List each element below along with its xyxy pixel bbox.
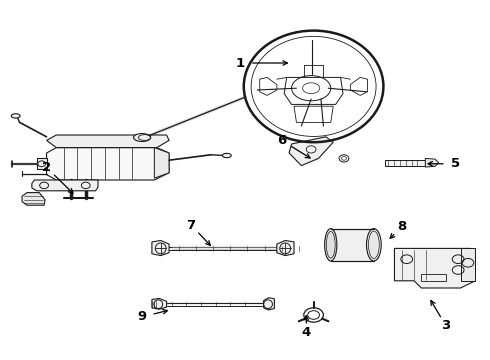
Polygon shape [264, 298, 274, 310]
Polygon shape [37, 158, 47, 169]
Polygon shape [385, 160, 425, 166]
Polygon shape [22, 193, 45, 205]
Text: 4: 4 [302, 327, 311, 339]
Polygon shape [331, 229, 374, 261]
Text: 1: 1 [236, 57, 245, 69]
Polygon shape [152, 240, 169, 256]
Text: 3: 3 [441, 319, 450, 332]
Polygon shape [154, 148, 169, 178]
Polygon shape [32, 180, 98, 191]
Text: 2: 2 [42, 161, 51, 174]
Polygon shape [461, 248, 475, 281]
Polygon shape [152, 298, 167, 309]
Text: 7: 7 [187, 219, 196, 231]
Polygon shape [425, 158, 439, 167]
Text: 5: 5 [451, 157, 460, 170]
Polygon shape [394, 248, 475, 288]
Ellipse shape [325, 229, 337, 261]
Ellipse shape [133, 134, 150, 141]
Text: 8: 8 [397, 220, 406, 233]
Polygon shape [47, 135, 169, 148]
Polygon shape [277, 240, 294, 256]
Text: 9: 9 [138, 310, 147, 323]
Circle shape [38, 161, 46, 167]
Text: 6: 6 [277, 134, 286, 147]
Ellipse shape [11, 114, 20, 118]
Ellipse shape [367, 229, 381, 261]
Polygon shape [47, 148, 169, 180]
Polygon shape [289, 137, 333, 166]
Ellipse shape [222, 153, 231, 158]
